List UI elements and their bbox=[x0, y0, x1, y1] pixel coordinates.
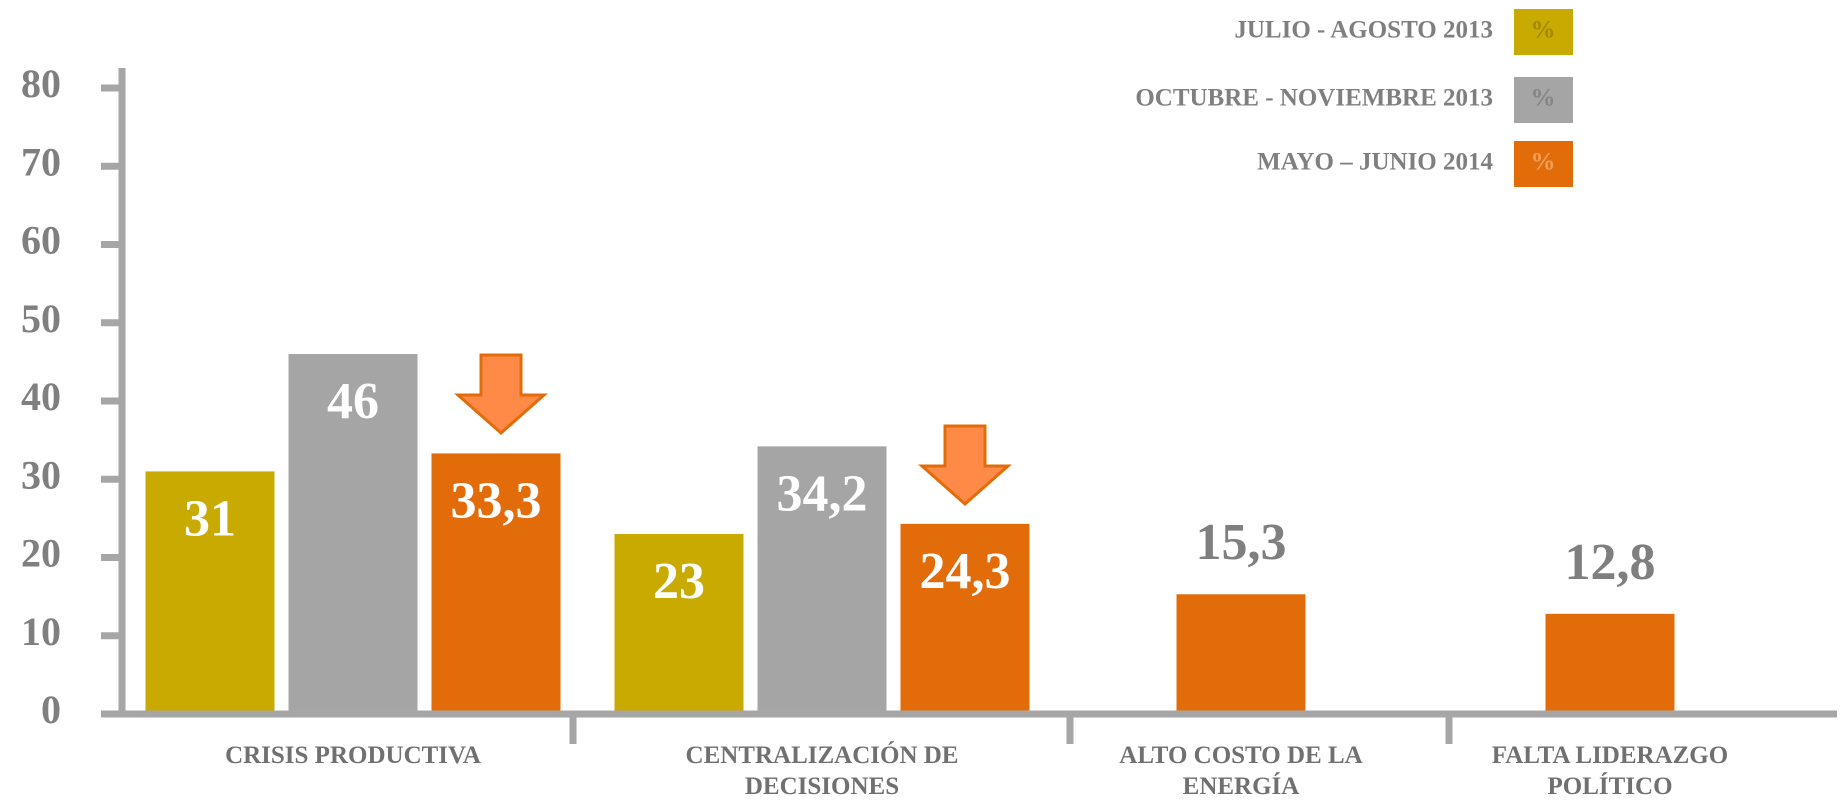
value-label: 34,2 bbox=[777, 465, 868, 522]
y-tick-label: 40 bbox=[21, 374, 61, 419]
x-tick-label: CRISIS PRODUCTIVA bbox=[225, 742, 481, 769]
bar bbox=[614, 534, 744, 714]
x-tick-label: ALTO COSTO DE LA ENERGÍA bbox=[1119, 742, 1363, 800]
bar bbox=[1545, 613, 1675, 714]
legend-swatch-label: % bbox=[1531, 17, 1556, 44]
y-tick-label: 60 bbox=[21, 218, 61, 263]
y-tick-label: 0 bbox=[41, 687, 61, 732]
y-tick-label: 50 bbox=[21, 296, 61, 341]
legend-swatch-label: % bbox=[1531, 85, 1556, 112]
legend-swatch bbox=[1514, 141, 1573, 187]
arrow-down bbox=[918, 424, 1012, 507]
bar bbox=[145, 471, 275, 714]
bar bbox=[757, 446, 887, 714]
value-label: 23 bbox=[653, 553, 705, 610]
legend-label: OCTUBRE - NOVIEMBRE 2013 bbox=[1135, 85, 1493, 112]
y-tick-label: 80 bbox=[21, 61, 61, 106]
y-tick-label: 70 bbox=[21, 139, 61, 184]
value-label: 24,3 bbox=[920, 543, 1011, 600]
bar bbox=[1176, 594, 1306, 714]
bar bbox=[431, 453, 561, 714]
legend-swatch bbox=[1514, 77, 1573, 123]
bar bbox=[288, 354, 418, 714]
legend-swatch-label: % bbox=[1531, 149, 1556, 176]
bar bbox=[900, 523, 1030, 714]
legend-swatch bbox=[1514, 9, 1573, 55]
legend-label: MAYO – JUNIO 2014 bbox=[1257, 149, 1493, 176]
value-label: 15,3 bbox=[1196, 514, 1287, 571]
value-label: 31 bbox=[184, 490, 236, 547]
legend-label: JULIO - AGOSTO 2013 bbox=[1234, 17, 1493, 44]
x-tick-label: CENTRALIZACIÓN DE DECISIONES bbox=[685, 742, 959, 800]
y-tick-label: 20 bbox=[21, 531, 61, 576]
arrow-down bbox=[454, 353, 548, 436]
y-tick-label: 10 bbox=[21, 609, 61, 654]
value-label: 46 bbox=[327, 373, 379, 430]
y-tick-label: 30 bbox=[21, 452, 61, 497]
x-tick-label: FALTA LIDERAZGO POLÍTICO bbox=[1491, 742, 1729, 800]
value-label: 33,3 bbox=[451, 472, 542, 529]
value-label: 12,8 bbox=[1565, 534, 1656, 591]
